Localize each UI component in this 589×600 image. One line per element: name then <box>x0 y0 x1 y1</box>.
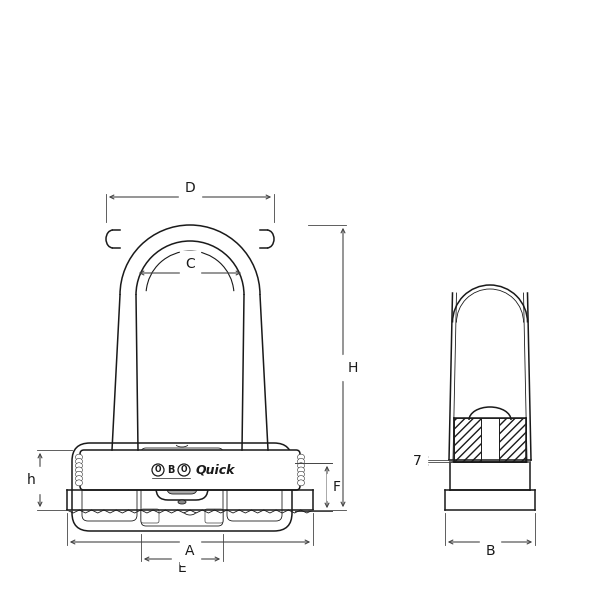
Text: F: F <box>333 480 341 494</box>
Text: D: D <box>184 181 196 195</box>
Text: Quick: Quick <box>195 463 235 476</box>
FancyBboxPatch shape <box>205 452 223 466</box>
Ellipse shape <box>297 476 305 482</box>
Text: E: E <box>178 561 186 575</box>
Text: O: O <box>181 466 187 475</box>
FancyBboxPatch shape <box>82 453 137 521</box>
Bar <box>499 418 526 462</box>
Ellipse shape <box>75 480 82 486</box>
Ellipse shape <box>75 476 82 482</box>
FancyBboxPatch shape <box>167 480 197 494</box>
FancyBboxPatch shape <box>227 453 282 521</box>
Text: B: B <box>167 465 175 475</box>
Ellipse shape <box>297 467 305 473</box>
Ellipse shape <box>75 463 82 469</box>
Text: H: H <box>348 361 358 374</box>
FancyBboxPatch shape <box>141 448 223 526</box>
Ellipse shape <box>297 463 305 469</box>
Text: 7: 7 <box>413 454 421 468</box>
Ellipse shape <box>297 480 305 486</box>
FancyBboxPatch shape <box>156 474 208 500</box>
Text: B: B <box>485 544 495 558</box>
FancyBboxPatch shape <box>72 443 292 531</box>
Text: A: A <box>186 544 195 558</box>
Text: C: C <box>185 257 195 271</box>
Bar <box>454 418 481 462</box>
Ellipse shape <box>297 458 305 464</box>
FancyBboxPatch shape <box>141 509 159 523</box>
FancyBboxPatch shape <box>80 450 300 490</box>
FancyBboxPatch shape <box>205 509 223 523</box>
Text: O: O <box>155 466 161 475</box>
Bar <box>481 418 499 462</box>
Ellipse shape <box>75 458 82 464</box>
Ellipse shape <box>178 500 186 504</box>
Ellipse shape <box>297 471 305 477</box>
FancyBboxPatch shape <box>141 452 159 466</box>
Ellipse shape <box>297 454 305 460</box>
Ellipse shape <box>178 470 186 474</box>
Ellipse shape <box>75 454 82 460</box>
Ellipse shape <box>75 467 82 473</box>
Ellipse shape <box>75 471 82 477</box>
Bar <box>454 418 481 462</box>
Bar <box>499 418 526 462</box>
Text: h: h <box>27 473 35 487</box>
